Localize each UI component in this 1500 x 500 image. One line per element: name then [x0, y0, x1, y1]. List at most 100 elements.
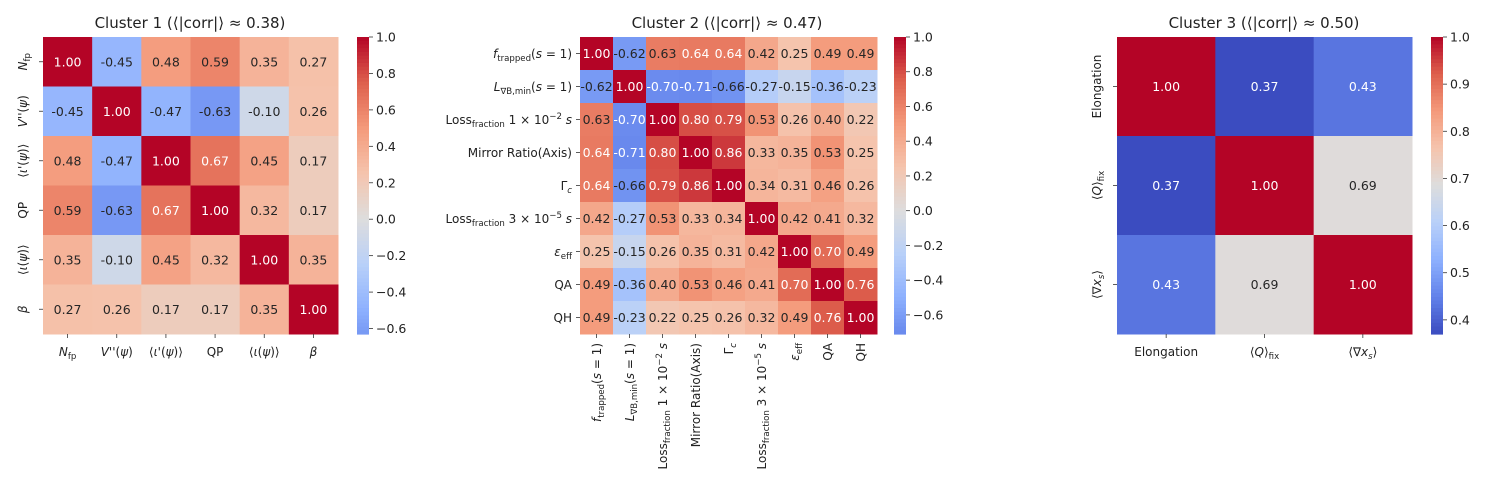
- x-tick-label-qp: QP: [207, 345, 224, 359]
- cell-value-label: -0.36: [613, 277, 645, 292]
- heatmap-cell: [712, 103, 746, 137]
- cell-value-label: -0.15: [778, 79, 810, 94]
- colorbar-segment: [357, 133, 369, 138]
- colorbar-segment: [1431, 192, 1443, 198]
- cell-value-label: 0.22: [649, 310, 677, 325]
- colorbar-segment: [1431, 155, 1443, 161]
- colorbar-segment: [357, 44, 369, 49]
- colorbar-segment: [1431, 218, 1443, 224]
- chart-title-cluster-3: Cluster 3 (⟨|corr|⟩ ≈ 0.50): [1169, 14, 1360, 32]
- cell-value-label: 0.48: [152, 54, 180, 69]
- x-tick-label-elongation: Elongation: [1134, 345, 1198, 359]
- heatmap-cell: [679, 301, 713, 335]
- heatmap-cell: [239, 185, 290, 236]
- cell-value-label: -0.23: [844, 79, 876, 94]
- cell-value-label: -0.47: [150, 104, 182, 119]
- colorbar-segment: [357, 100, 369, 105]
- colorbar-segment: [357, 270, 369, 276]
- cell-value-label: 0.26: [847, 178, 875, 193]
- colorbar-tick-label: −0.2: [376, 248, 406, 263]
- colorbar-segment: [894, 293, 906, 298]
- colorbar-segment: [357, 226, 369, 231]
- colorbar-tick-label: 1.0: [913, 30, 933, 45]
- colorbar-segment: [357, 70, 369, 75]
- heatmap-cell: [811, 169, 845, 203]
- colorbar-segment: [1431, 66, 1443, 72]
- colorbar-segment: [357, 308, 369, 313]
- colorbar-segment: [357, 237, 369, 242]
- heatmap-cell: [613, 301, 647, 335]
- colorbar-segment: [894, 62, 906, 68]
- cell-value-label: 0.67: [152, 203, 180, 218]
- heatmap-cell: [43, 37, 93, 87]
- colorbar-segment: [894, 55, 906, 60]
- cell-value-label: 0.79: [649, 178, 677, 193]
- colorbar-segment: [1431, 319, 1443, 324]
- colorbar-tick-label: 0.8: [376, 66, 396, 81]
- chart-title-cluster-1: Cluster 1 (⟨|corr|⟩ ≈ 0.38): [95, 14, 286, 32]
- x-tick-label-q-fix: ⟨Q⟩fix: [1250, 345, 1279, 362]
- cell-value-label: 1.00: [583, 46, 611, 61]
- colorbar-segment: [894, 144, 906, 149]
- colorbar-segment: [894, 37, 906, 42]
- colorbar-segment: [357, 189, 369, 194]
- heatmap-cell: [613, 202, 647, 236]
- cell-value-label: 0.31: [715, 244, 743, 259]
- cell-value-label: 0.37: [1251, 79, 1279, 94]
- colorbar-segment: [357, 155, 369, 161]
- colorbar-segment: [357, 200, 369, 205]
- cell-value-label: 1.00: [781, 244, 809, 259]
- colorbar-tick-label: 0.2: [913, 168, 933, 183]
- heatmap-cell: [745, 169, 779, 203]
- cell-value-label: 0.42: [781, 211, 809, 226]
- cell-value-label: 1.00: [1251, 178, 1279, 193]
- colorbar-segment: [894, 85, 906, 90]
- colorbar-segment: [357, 259, 369, 265]
- colorbar-segment: [1431, 77, 1443, 83]
- colorbar-cluster-2: 1.0 0.8 0.6 0.4 0.2 0.0 −0.2 −0.4 −0.6: [894, 30, 943, 335]
- colorbar-segment: [894, 148, 906, 153]
- colorbar-segment: [357, 96, 369, 101]
- colorbar-segment: [894, 267, 906, 272]
- colorbar-segment: [1431, 241, 1443, 246]
- cell-value-label: 0.45: [250, 153, 278, 168]
- colorbar-tick-label: −0.4: [913, 273, 943, 288]
- y-tick-label-loss-fraction-1-10-s: Lossfraction 1 × 10−2 s: [446, 112, 573, 130]
- cell-value-label: 0.86: [682, 178, 710, 193]
- colorbar-segment: [894, 241, 906, 246]
- cell-value-label: 0.26: [781, 112, 809, 127]
- colorbar-segment: [357, 103, 369, 109]
- heatmap-cell: [288, 136, 339, 186]
- cell-value-label: 0.86: [715, 145, 743, 160]
- heatmap-cell: [679, 103, 713, 137]
- cell-value-label: -0.66: [613, 178, 645, 193]
- colorbar-segment: [1431, 70, 1443, 75]
- colorbar-segment: [357, 178, 369, 183]
- colorbar-segment: [1431, 148, 1443, 153]
- cell-value-label: 0.32: [250, 203, 278, 218]
- colorbar-segment: [1431, 163, 1443, 168]
- colorbar-segment: [894, 200, 906, 205]
- colorbar-segment: [1431, 293, 1443, 298]
- heatmap-cell: [811, 235, 845, 269]
- heatmap-cell: [288, 185, 339, 236]
- heatmap-cell: [43, 86, 93, 137]
- colorbar-segment: [894, 226, 906, 231]
- heatmap-cell: [646, 136, 680, 170]
- colorbar-segment: [1431, 59, 1443, 64]
- heatmap-cell: [778, 103, 812, 137]
- heatmap-cell: [613, 268, 647, 302]
- colorbar-segment: [357, 152, 369, 157]
- heatmap-cell: [745, 70, 779, 104]
- colorbar-segment: [357, 107, 369, 112]
- cell-value-label: 0.17: [152, 302, 180, 317]
- colorbar-segment: [1431, 107, 1443, 112]
- y-tick-label-mirror-ratio-axis: Mirror Ratio(Axis): [468, 146, 572, 160]
- colorbar-segment: [357, 59, 369, 64]
- heatmap-cell: [778, 70, 812, 104]
- heatmap-cell: [190, 37, 241, 87]
- x-tick-label-qa: QA: [821, 342, 835, 360]
- colorbar-segment: [357, 62, 369, 68]
- x-tick-label-loss-fraction-1-10-s: Lossfraction 1 × 10−2 s: [655, 343, 673, 470]
- heatmap-cell: [1215, 235, 1315, 335]
